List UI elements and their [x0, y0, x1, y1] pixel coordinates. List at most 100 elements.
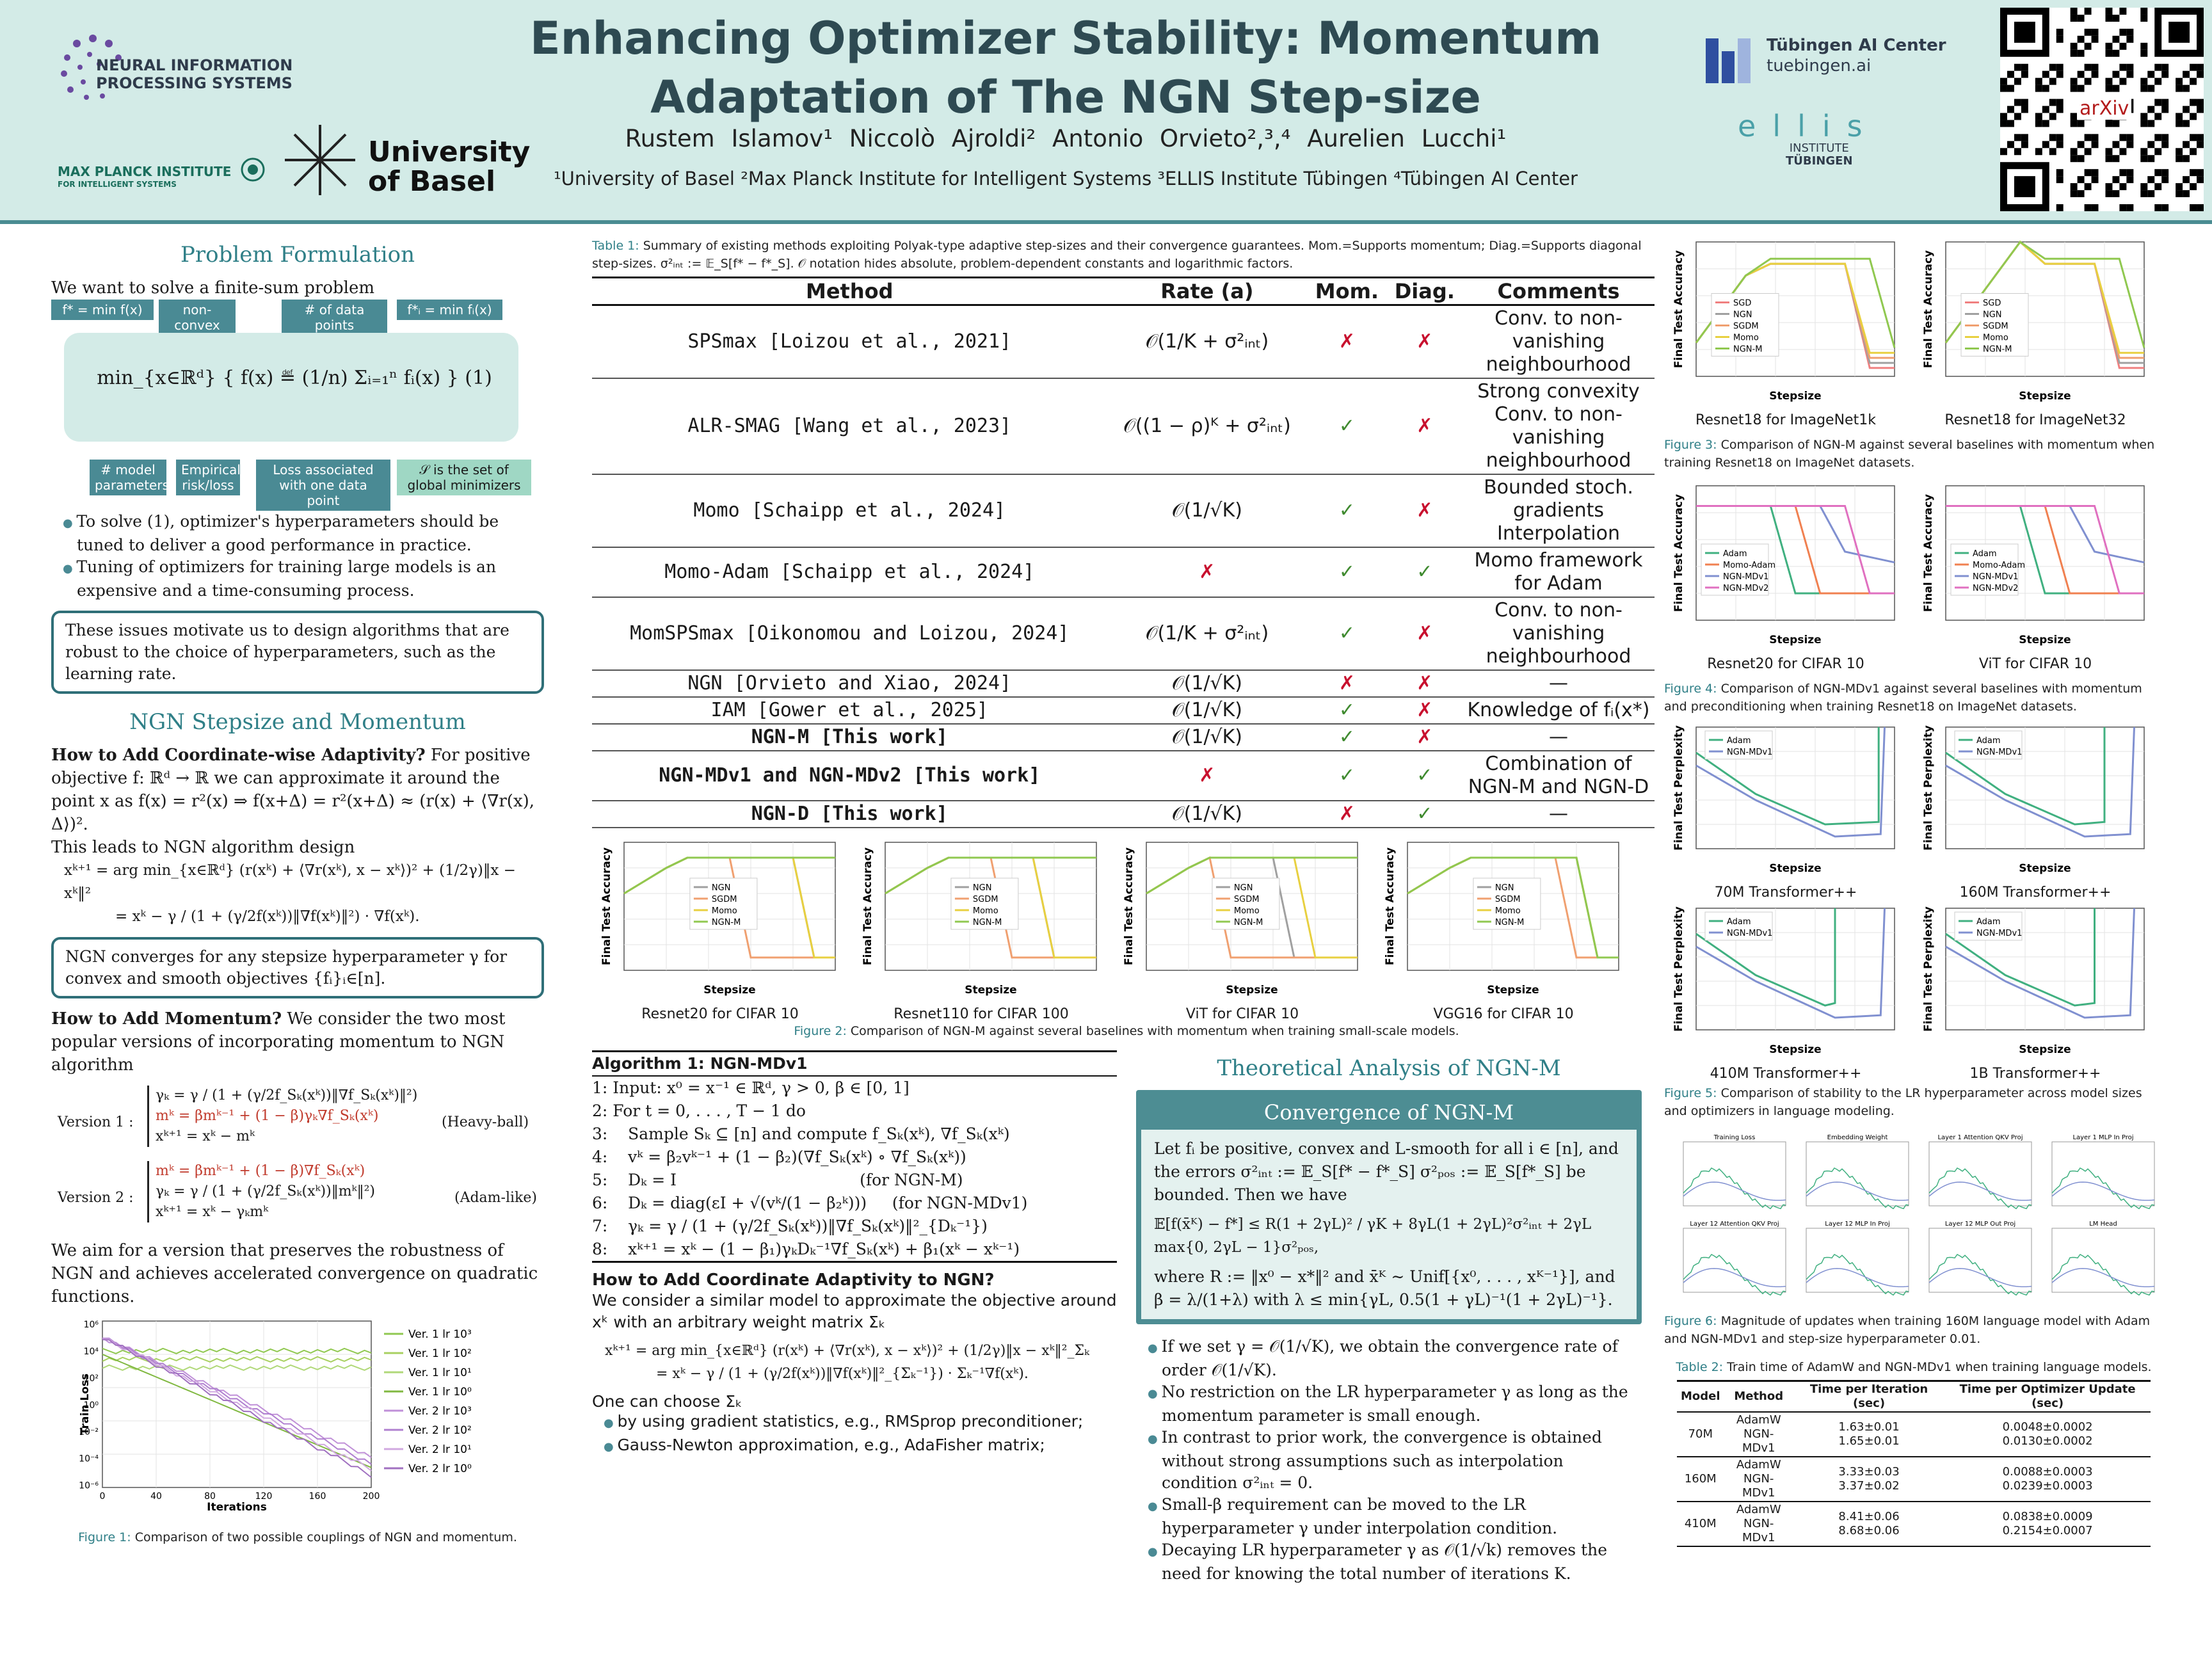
td-method: IAM [Gower et al., 2025]: [592, 697, 1107, 725]
qr-module: [2070, 42, 2078, 50]
table-1-row: IAM [Gower et al., 2025] 𝒪(1/√K) ✓ ✗ Knowled…: [592, 697, 1655, 725]
qr-module: [2077, 120, 2085, 127]
td-method: NGN [Orvieto and Xiao, 2024]: [592, 670, 1107, 698]
x-axis-label: Stepsize: [1769, 862, 1821, 875]
qr-module: [2176, 120, 2183, 127]
fig5-panel-4: Final Test Perplexity Stepsize Adam NGN-MDv…: [1914, 903, 2157, 1082]
x-axis-label: Stepsize: [1226, 984, 1278, 997]
figure-5-charts: Final Test Perplexity Stepsize Adam NGN-MDv…: [1664, 722, 2163, 1082]
tuebingen-logo-text: Tübingen AI Center tuebingen.ai: [1767, 35, 1946, 76]
legend-label: Momo: [1733, 333, 1759, 343]
x-axis-label: Stepsize: [1769, 390, 1821, 403]
table-1-row: SPSmax [Loizou et al., 2021] 𝒪(1/K + σ²ᵢₙ…: [592, 305, 1655, 379]
legend-label: Momo: [1234, 906, 1260, 916]
y-tick-label: 10⁻⁶: [79, 1481, 99, 1491]
qr-module: [2070, 84, 2078, 92]
v2-eqs: mᵏ = βmᵏ⁻¹ + (1 − β)∇f_Sₖ(xᵏ) γₖ = γ / (…: [147, 1161, 375, 1222]
q1-paragraph: How to Add Coordinate-wise Adaptivity? F…: [51, 744, 544, 836]
qr-module: [2147, 120, 2155, 127]
td-rate: 𝒪((1 − ρ)ᴷ + σ²ᵢₙₜ): [1107, 378, 1308, 475]
qr-module: [2119, 134, 2127, 141]
qr-module: [2161, 106, 2169, 113]
fig5-cap-1: 70M Transformer++: [1714, 885, 1857, 901]
td-comment: Knowledge of fᵢ(x*): [1463, 697, 1655, 725]
panel-frame: [1806, 1141, 1909, 1206]
legend-label: Momo: [1495, 906, 1521, 916]
t2-update-b: 0.2154±0.0007: [2002, 1524, 2093, 1537]
td-rate: ✗: [1107, 547, 1308, 598]
panel-frame: [2051, 1141, 2155, 1206]
y-tick-label: 10⁻²: [79, 1427, 99, 1438]
t2-method-b: NGN-MDv1: [1742, 1472, 1775, 1500]
fig5-cap-3: 410M Transformer++: [1710, 1066, 1862, 1082]
qr-module: [2035, 148, 2042, 156]
td-diag: ✓: [1386, 751, 1463, 801]
qr-module: [2077, 176, 2085, 184]
qr-module: [2154, 204, 2162, 211]
td-diag: ✗: [1386, 724, 1463, 751]
choose-bullet-2: Gauss-Newton approximation, e.g., AdaFis…: [592, 1434, 1117, 1458]
qr-module: [2014, 63, 2021, 71]
qr-module: [2112, 35, 2120, 43]
th-method: Method: [592, 276, 1107, 306]
fig5-chart-1: Final Test Perplexity Stepsize Adam NGN-MDv…: [1672, 725, 1895, 875]
legend-label: Momo-Adam: [1973, 561, 2025, 570]
fig3-cap-2: Resnet18 for ImageNet32: [1944, 412, 2126, 428]
td-diag: ✓: [1386, 801, 1463, 828]
t2-method-a: AdamW: [1736, 1413, 1781, 1427]
qr-module: [2070, 113, 2078, 120]
x-tick-label: 80: [204, 1491, 216, 1502]
q2-heading: How to Add Momentum?: [51, 1009, 282, 1029]
td-mom: ✓: [1307, 597, 1387, 671]
panel-frame: [2051, 1228, 2155, 1293]
qr-module: [2140, 77, 2148, 85]
fig2-panel-2: Final Test Accuracy Stepsize NGN SGDM Momo NG…: [853, 837, 1109, 1022]
figure-6-caption: Figure 6: Magnitude of updates when trai…: [1664, 1312, 2163, 1348]
qr-module: [2056, 141, 2064, 148]
qr-module: [2084, 183, 2092, 191]
tag-ndata: # of data points: [282, 300, 387, 335]
qr-module: [2119, 169, 2127, 177]
qr-module: [2112, 49, 2120, 57]
qr-module: [2077, 70, 2085, 78]
figure-2-caption: Figure 2: Comparison of NGN-M against se…: [592, 1022, 1661, 1040]
legend-label: NGN: [973, 883, 992, 893]
td-comment: Conv. to non-vanishing neighbourhood: [1463, 597, 1655, 671]
tag-nonconvex: non-convex: [159, 300, 236, 335]
qr-module: [2077, 155, 2085, 163]
v2-line-1: mᵏ = βmᵏ⁻¹ + (1 − β)∇f_Sₖ(xᵏ): [156, 1163, 365, 1179]
choose-text: One can choose Σₖ: [592, 1392, 742, 1411]
qr-module: [2197, 176, 2204, 184]
series-line: [623, 856, 835, 895]
qr-module: [2126, 169, 2134, 177]
qr-code[interactable]: arXiv: [2000, 8, 2204, 211]
td-rate: 𝒪(1/√K): [1107, 724, 1308, 751]
x-axis-label: Stepsize: [703, 984, 755, 997]
t2-model: 70M: [1677, 1412, 1724, 1457]
tag-fistar: f*ᵢ = min fᵢ(x): [397, 300, 502, 320]
fig2-chart-1: Final Test Accuracy Stepsize NGN SGDM Momo NG…: [600, 842, 836, 997]
qr-module: [2197, 169, 2204, 177]
fig2-chart-3: Final Test Accuracy Stepsize NGN SGDM Momo NG…: [1123, 842, 1358, 997]
qr-module: [2126, 176, 2134, 184]
algo-line: 4: vᵏ = β₂vᵏ⁻¹ + (1 − β₂)(∇f_Sₖ(xᵏ) ∘ ∇f…: [592, 1148, 966, 1166]
td-method: MomSPSmax [Oikonomou and Loizou, 2024]: [592, 597, 1107, 671]
right-column: Final Test Accuracy Stepsize SGD NGN SGDM Mom…: [1664, 237, 2163, 1547]
q3-eq-1: xᵏ⁺¹ = arg min_{x∈ℝᵈ} (r(xᵏ) + ⟨∇r(xᵏ), …: [605, 1343, 1090, 1359]
qr-module: [2190, 63, 2197, 71]
td-method: Momo-Adam [Schaipp et al., 2024]: [592, 547, 1107, 598]
ngn-mdv1-update-line: [1928, 1268, 2032, 1288]
fig5-text: Comparison of stability to the LR hyperp…: [1664, 1086, 2142, 1118]
td-comment: —: [1463, 724, 1655, 751]
fig2-cap-4: VGG16 for CIFAR 10: [1433, 1006, 1574, 1022]
y-axis-label: Final Test Perplexity: [1922, 725, 1935, 851]
legend-label: Ver. 2 lr 10¹: [408, 1443, 472, 1456]
td-mom: ✗: [1307, 801, 1387, 828]
qr-module: [2183, 106, 2190, 113]
qr-arxiv-label: arXiv: [2077, 97, 2132, 120]
td-mom: ✗: [1307, 305, 1387, 379]
ngn-eq-2: = xᵏ − γ / (1 + (γ/2f(xᵏ))‖∇f(xᵏ)‖²) · ∇…: [115, 908, 420, 925]
legend-label: NGN-M: [1733, 345, 1762, 355]
converge-box: NGN converges for any stepsize hyperpara…: [51, 937, 544, 998]
qr-module: [2070, 120, 2078, 127]
